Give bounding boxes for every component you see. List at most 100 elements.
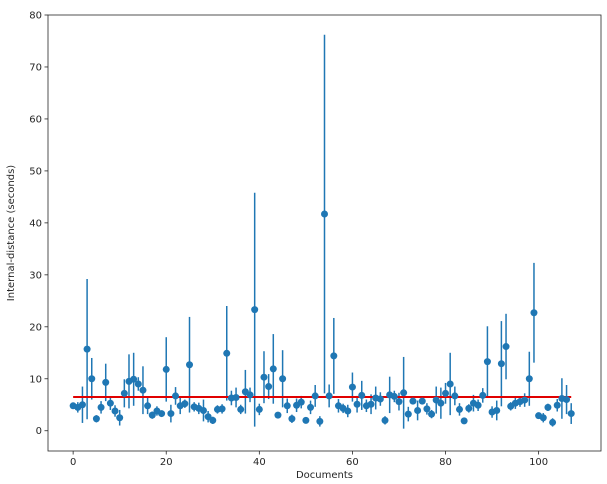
data-point <box>279 375 287 383</box>
data-point <box>97 403 105 411</box>
data-point <box>539 414 547 422</box>
data-point <box>483 358 491 366</box>
data-point <box>563 396 571 404</box>
data-point <box>209 416 217 424</box>
x-tick-label: 80 <box>439 457 452 468</box>
data-point <box>530 309 538 317</box>
y-tick-label: 80 <box>29 11 42 22</box>
x-axis-label: Documents <box>296 470 353 481</box>
data-point <box>158 410 166 418</box>
y-axis: 0 10 20 30 40 50 60 70 80 <box>29 11 48 437</box>
data-point <box>525 375 533 383</box>
data-point <box>321 210 328 218</box>
data-point <box>260 373 268 381</box>
data-point <box>102 378 110 386</box>
data-point <box>423 405 431 413</box>
data-point <box>493 406 501 414</box>
x-axis: 0 20 40 60 80 100 <box>70 451 548 468</box>
x-tick-label: 100 <box>529 457 548 468</box>
data-point <box>442 389 450 397</box>
data-point <box>325 392 333 400</box>
data-point <box>274 411 282 419</box>
data-point <box>255 405 263 413</box>
data-point <box>348 383 356 391</box>
y-tick-label: 60 <box>29 114 42 125</box>
y-tick-label: 70 <box>29 62 42 73</box>
data-point <box>265 383 273 391</box>
data-point <box>139 386 147 394</box>
y-tick-label: 10 <box>29 374 42 385</box>
data-point <box>381 416 389 424</box>
data-point <box>167 410 175 418</box>
plot-area <box>69 34 575 429</box>
data-point <box>83 345 91 353</box>
data-point <box>283 402 291 410</box>
data-point <box>162 365 170 373</box>
plot-frame <box>47 14 602 452</box>
data-point <box>497 360 505 368</box>
data-point <box>549 418 557 426</box>
x-tick-label: 20 <box>160 457 173 468</box>
data-point <box>148 411 156 419</box>
y-tick-label: 30 <box>29 270 42 281</box>
data-point <box>502 343 510 351</box>
data-point <box>181 400 189 408</box>
data-point <box>106 399 114 407</box>
data-point <box>521 396 529 404</box>
data-point <box>567 410 575 418</box>
y-tick-label: 40 <box>29 218 42 229</box>
data-point <box>199 406 207 414</box>
data-point <box>269 365 277 373</box>
data-point <box>316 417 324 425</box>
data-point <box>237 405 245 413</box>
data-point <box>400 389 408 397</box>
x-tick-label: 0 <box>70 457 76 468</box>
data-point <box>358 391 366 399</box>
data-point <box>218 405 226 413</box>
data-point <box>186 361 194 369</box>
data-point <box>553 401 561 409</box>
data-point <box>172 392 180 400</box>
data-point <box>297 398 305 406</box>
data-point <box>353 400 361 408</box>
data-point <box>116 414 124 422</box>
y-tick-label: 20 <box>29 322 42 333</box>
data-point <box>330 352 338 360</box>
data-point <box>460 417 468 425</box>
x-tick-label: 40 <box>253 457 266 468</box>
data-point <box>455 405 463 413</box>
data-point <box>111 407 119 415</box>
data-point <box>130 375 138 383</box>
y-tick-label: 50 <box>29 166 42 177</box>
data-point <box>437 399 445 407</box>
data-point <box>232 393 240 401</box>
data-point <box>479 391 487 399</box>
y-axis-label: Internal-distance (seconds) <box>6 165 17 301</box>
data-point <box>367 400 375 408</box>
data-point <box>544 403 552 411</box>
data-point <box>451 392 459 400</box>
x-tick-label: 60 <box>346 457 359 468</box>
data-point <box>78 401 86 409</box>
data-point <box>134 380 142 388</box>
data-point <box>344 407 352 415</box>
data-point <box>409 397 417 405</box>
data-point <box>251 306 259 314</box>
data-point <box>307 403 315 411</box>
data-point <box>404 410 412 418</box>
data-point <box>223 349 231 357</box>
data-point <box>120 389 128 397</box>
data-point <box>376 395 384 403</box>
data-point <box>144 402 152 410</box>
data-point <box>418 397 426 405</box>
y-tick-label: 0 <box>36 426 42 437</box>
data-point <box>414 406 422 414</box>
data-point <box>465 404 473 412</box>
data-point <box>395 398 403 406</box>
data-point <box>474 401 482 409</box>
data-point <box>302 416 310 424</box>
data-point <box>390 392 398 400</box>
data-point <box>288 415 296 423</box>
